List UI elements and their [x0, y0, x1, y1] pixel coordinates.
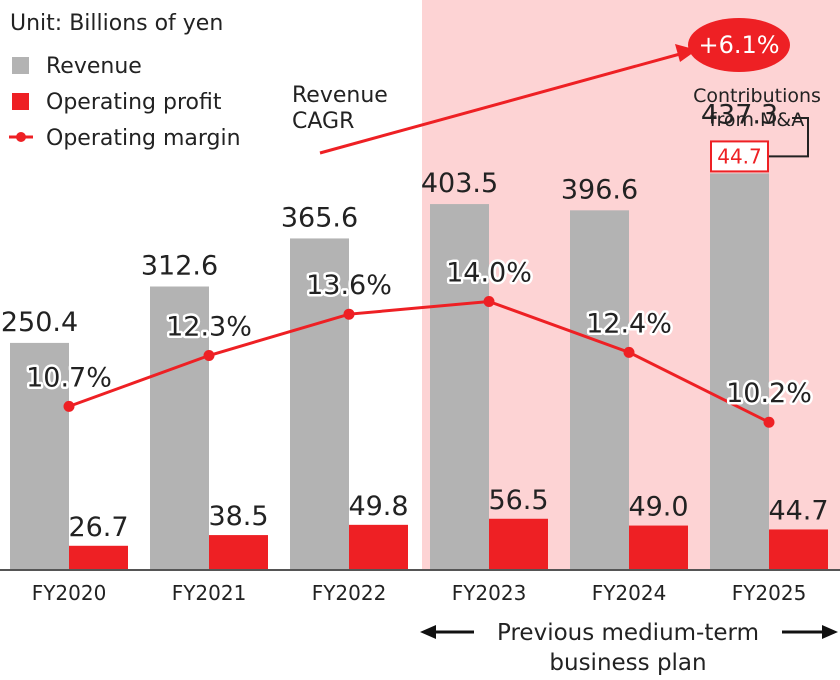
- legend-operating-profit-label: Operating profit: [46, 90, 222, 115]
- revenue-bar-fy2023: [430, 204, 489, 570]
- plan-range-annotation: Previous medium-term business plan: [420, 620, 838, 676]
- legend-operating-profit-swatch: [12, 93, 29, 110]
- plan-label-line1: Previous medium-term: [497, 620, 759, 646]
- operating-profit-bar-fy2023: [489, 518, 548, 570]
- operating-profit-bar-fy2020: [69, 545, 128, 570]
- x-tick-label-fy2025: FY2025: [732, 581, 807, 605]
- cagr-label-line1: Revenue: [292, 83, 388, 108]
- operating-margin-point-fy2022: [343, 308, 355, 320]
- operating-margin-point-fy2025: [763, 416, 775, 428]
- operating-profit-bar-fy2022: [349, 524, 408, 570]
- unit-label: Unit: Billions of yen: [10, 11, 223, 36]
- operating-profit-value-fy2024: 49.0: [628, 492, 688, 523]
- operating-profit-bar-fy2025: [769, 529, 828, 570]
- operating-profit-value-fy2025: 44.7: [768, 495, 828, 526]
- revenue-bar-fy2025: [710, 173, 769, 570]
- operating-margin-point-fy2021: [203, 350, 215, 362]
- mna-value-box: [710, 140, 769, 173]
- mna-value: 44.7: [717, 144, 762, 168]
- revenue-value-fy2020: 250.4: [1, 307, 78, 338]
- plan-label-line2: business plan: [549, 650, 706, 676]
- operating-profit-value-fy2023: 56.5: [488, 485, 548, 516]
- legend-revenue-swatch: [12, 57, 29, 74]
- operating-margin-line: [68, 299, 770, 424]
- cagr-label-line2: CAGR: [292, 109, 354, 134]
- operating-margin-point-fy2023: [483, 295, 495, 307]
- revenue-bar-fy2020: [10, 342, 69, 570]
- revenue-value-fy2023: 403.5: [421, 168, 498, 199]
- mna-annotation: Contributions from M&A 44.7: [693, 85, 821, 173]
- legend-revenue-label: Revenue: [46, 54, 142, 79]
- mna-connector-line: [768, 117, 809, 158]
- revenue-bar-fy2022: [290, 238, 349, 570]
- operating-margin-point-fy2020: [63, 400, 75, 412]
- x-tick-label-fy2020: FY2020: [32, 581, 107, 605]
- operating-profit-value-fy2020: 26.7: [68, 512, 128, 543]
- operating-margin-value-fy2020: 10.7%: [26, 362, 112, 393]
- revenue-value-fy2021: 312.6: [141, 251, 218, 282]
- operating-profit-bar-fy2021: [209, 535, 268, 570]
- mna-label-line1: Contributions: [693, 85, 821, 107]
- revenue-bar-fy2024: [570, 210, 629, 570]
- revenue-bar-fy2021: [150, 286, 209, 570]
- legend-operating-margin-marker: [16, 132, 26, 142]
- revenue-cagr-annotation: Revenue CAGR +6.1%: [292, 18, 790, 155]
- legend: Revenue Operating profit Operating margi…: [9, 54, 241, 151]
- operating-margin-point-fy2024: [623, 346, 635, 358]
- revenue-value-fy2022: 365.6: [281, 202, 358, 233]
- x-tick-label-fy2024: FY2024: [592, 581, 667, 605]
- operating-profit-bar-fy2024: [629, 525, 688, 570]
- operating-margin-value-fy2021: 12.3%: [166, 312, 252, 343]
- operating-margin-value-fy2024: 12.4%: [586, 308, 672, 339]
- operating-margin-value-fy2025: 10.2%: [726, 378, 812, 409]
- revenue-value-fy2025: 437.3: [701, 99, 778, 130]
- cagr-arrow-line: [319, 52, 681, 155]
- operating-margin-value-fy2022: 13.6%: [306, 270, 392, 301]
- x-tick-label-fy2022: FY2022: [312, 581, 387, 605]
- cagr-value: +6.1%: [698, 31, 779, 59]
- plan-range-arrow-right: [822, 625, 838, 639]
- x-tick-label-fy2021: FY2021: [172, 581, 247, 605]
- plan-range-arrow-left: [420, 625, 436, 639]
- operating-profit-value-fy2021: 38.5: [208, 501, 268, 532]
- operating-margin-value-fy2023: 14.0%: [446, 257, 532, 288]
- x-tick-label-fy2023: FY2023: [452, 581, 527, 605]
- medium-term-plan-highlight: [422, 0, 840, 570]
- mna-label-line2: from M&A: [710, 109, 804, 131]
- legend-operating-margin-label: Operating margin: [46, 126, 241, 151]
- revenue-value-fy2024: 396.6: [561, 174, 638, 205]
- cagr-badge: [688, 18, 790, 72]
- operating-profit-value-fy2022: 49.8: [348, 491, 408, 522]
